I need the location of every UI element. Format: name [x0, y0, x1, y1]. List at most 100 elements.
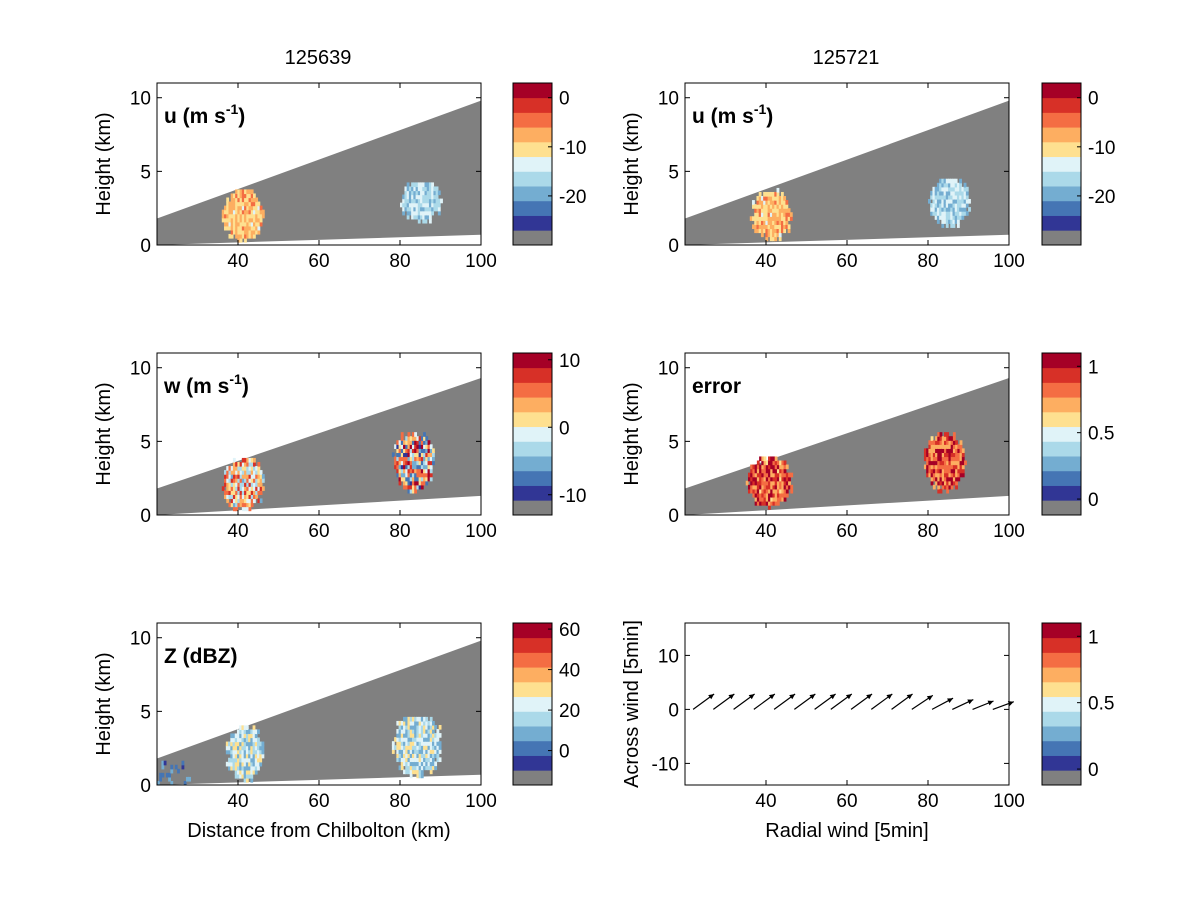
cell-pixel: [934, 190, 938, 196]
cell-pixel: [763, 460, 767, 466]
cell-pixel: [420, 444, 424, 449]
cell-pixel: [770, 488, 774, 494]
colorbar-swatch: [1042, 353, 1081, 369]
cell-pixel: [235, 221, 238, 227]
cell-pixel: [245, 749, 249, 755]
cell-pixel: [403, 761, 406, 767]
cell-pixel: [948, 219, 951, 224]
colorbar-swatch: [1042, 667, 1081, 683]
cell-pixel: [747, 484, 751, 490]
cell-pixel: [407, 724, 411, 730]
cell-pixel: [243, 757, 247, 763]
cell-pixel: [941, 219, 945, 224]
cell-pixel: [406, 210, 410, 216]
cell-pixel: [244, 506, 247, 512]
x-tick-label: 60: [836, 791, 857, 812]
cell-pixel: [244, 233, 247, 239]
cell-pixel: [423, 452, 426, 458]
cell-pixel: [232, 205, 236, 211]
cell-pixel: [758, 228, 762, 234]
cell-pixel: [250, 769, 254, 775]
cell-pixel: [405, 456, 409, 462]
cell-pixel: [403, 769, 406, 775]
cell-pixel: [250, 209, 254, 215]
cell-pixel: [396, 464, 400, 470]
x-tick-label: 40: [755, 251, 776, 272]
cell-pixel: [241, 217, 245, 223]
cell-pixel: [237, 494, 241, 500]
cell-pixel: [425, 745, 429, 750]
cell-pixel: [414, 444, 418, 449]
cell-pixel: [241, 761, 245, 767]
cell-pixel: [770, 464, 774, 470]
cell-pixel: [396, 741, 400, 746]
cell-pixel: [435, 186, 439, 192]
cell-pixel: [411, 182, 414, 188]
cell-pixel: [961, 194, 965, 200]
cell-pixel: [770, 472, 774, 478]
colorbar: 0-10-20: [1041, 82, 1115, 246]
x-tick-label: 100: [465, 521, 497, 542]
cell-pixel: [418, 741, 422, 746]
cell-pixel: [950, 484, 954, 490]
colorbar-no-data: [1042, 230, 1081, 245]
cell-pixel: [259, 745, 263, 751]
cell-pixel: [413, 198, 417, 204]
cell-pixel: [756, 472, 760, 478]
cell-pixel: [224, 482, 227, 487]
cell-pixel: [763, 468, 767, 474]
y-tick-label: 5: [668, 432, 679, 453]
cell-pixel: [935, 444, 938, 449]
cell-pixel: [945, 207, 949, 212]
cell-pixel: [772, 484, 776, 490]
panel-label-main: error: [692, 375, 741, 398]
cell-pixel: [416, 737, 420, 742]
cell-pixel: [943, 472, 947, 478]
cell-pixel: [932, 211, 936, 216]
cell-pixel: [434, 741, 438, 746]
cell-pixel: [783, 224, 787, 230]
cell-pixel: [423, 753, 426, 758]
colorbar-tick-label: -20: [1088, 187, 1115, 208]
cell-pixel: [780, 228, 784, 234]
cell-pixel: [257, 225, 261, 231]
cell-pixel: [245, 737, 249, 743]
cell-pixel: [765, 224, 769, 230]
cell-pixel: [250, 757, 254, 763]
cell-pixel: [945, 211, 949, 216]
cell-pixel: [948, 211, 951, 216]
cell-pixel: [244, 197, 247, 203]
cell-pixel: [235, 494, 238, 500]
cell-pixel: [418, 456, 422, 462]
cell-pixel: [783, 476, 787, 482]
cell-pixel: [423, 460, 426, 466]
cell-pixel: [257, 761, 260, 767]
cell-pixel: [248, 506, 252, 512]
cell-pixel: [438, 724, 442, 730]
cell-pixel: [941, 440, 945, 445]
cell-pixel: [255, 213, 259, 219]
cell-pixel: [400, 452, 404, 458]
cell-pixel: [431, 456, 435, 462]
cell-pixel: [936, 182, 940, 188]
cell-pixel: [398, 452, 402, 458]
cell-pixel: [235, 478, 238, 483]
cell-pixel: [954, 178, 958, 184]
colorbar-swatch: [513, 367, 552, 383]
colorbar-no-data: [513, 230, 552, 245]
cell-pixel: [241, 229, 245, 235]
cell-pixel: [779, 496, 782, 502]
cell-pixel: [941, 436, 945, 441]
cell-pixel: [409, 468, 413, 474]
cell-pixel: [414, 720, 418, 726]
cell-pixel: [230, 749, 234, 755]
cell-pixel: [407, 737, 411, 742]
cell-pixel: [774, 488, 778, 494]
cell-pixel: [243, 725, 247, 731]
cell-pixel: [413, 206, 417, 212]
cell-pixel: [403, 472, 406, 478]
cell-pixel: [236, 733, 240, 739]
cell-pixel: [955, 476, 958, 482]
cell-pixel: [926, 472, 930, 478]
cell-pixel: [752, 488, 756, 494]
